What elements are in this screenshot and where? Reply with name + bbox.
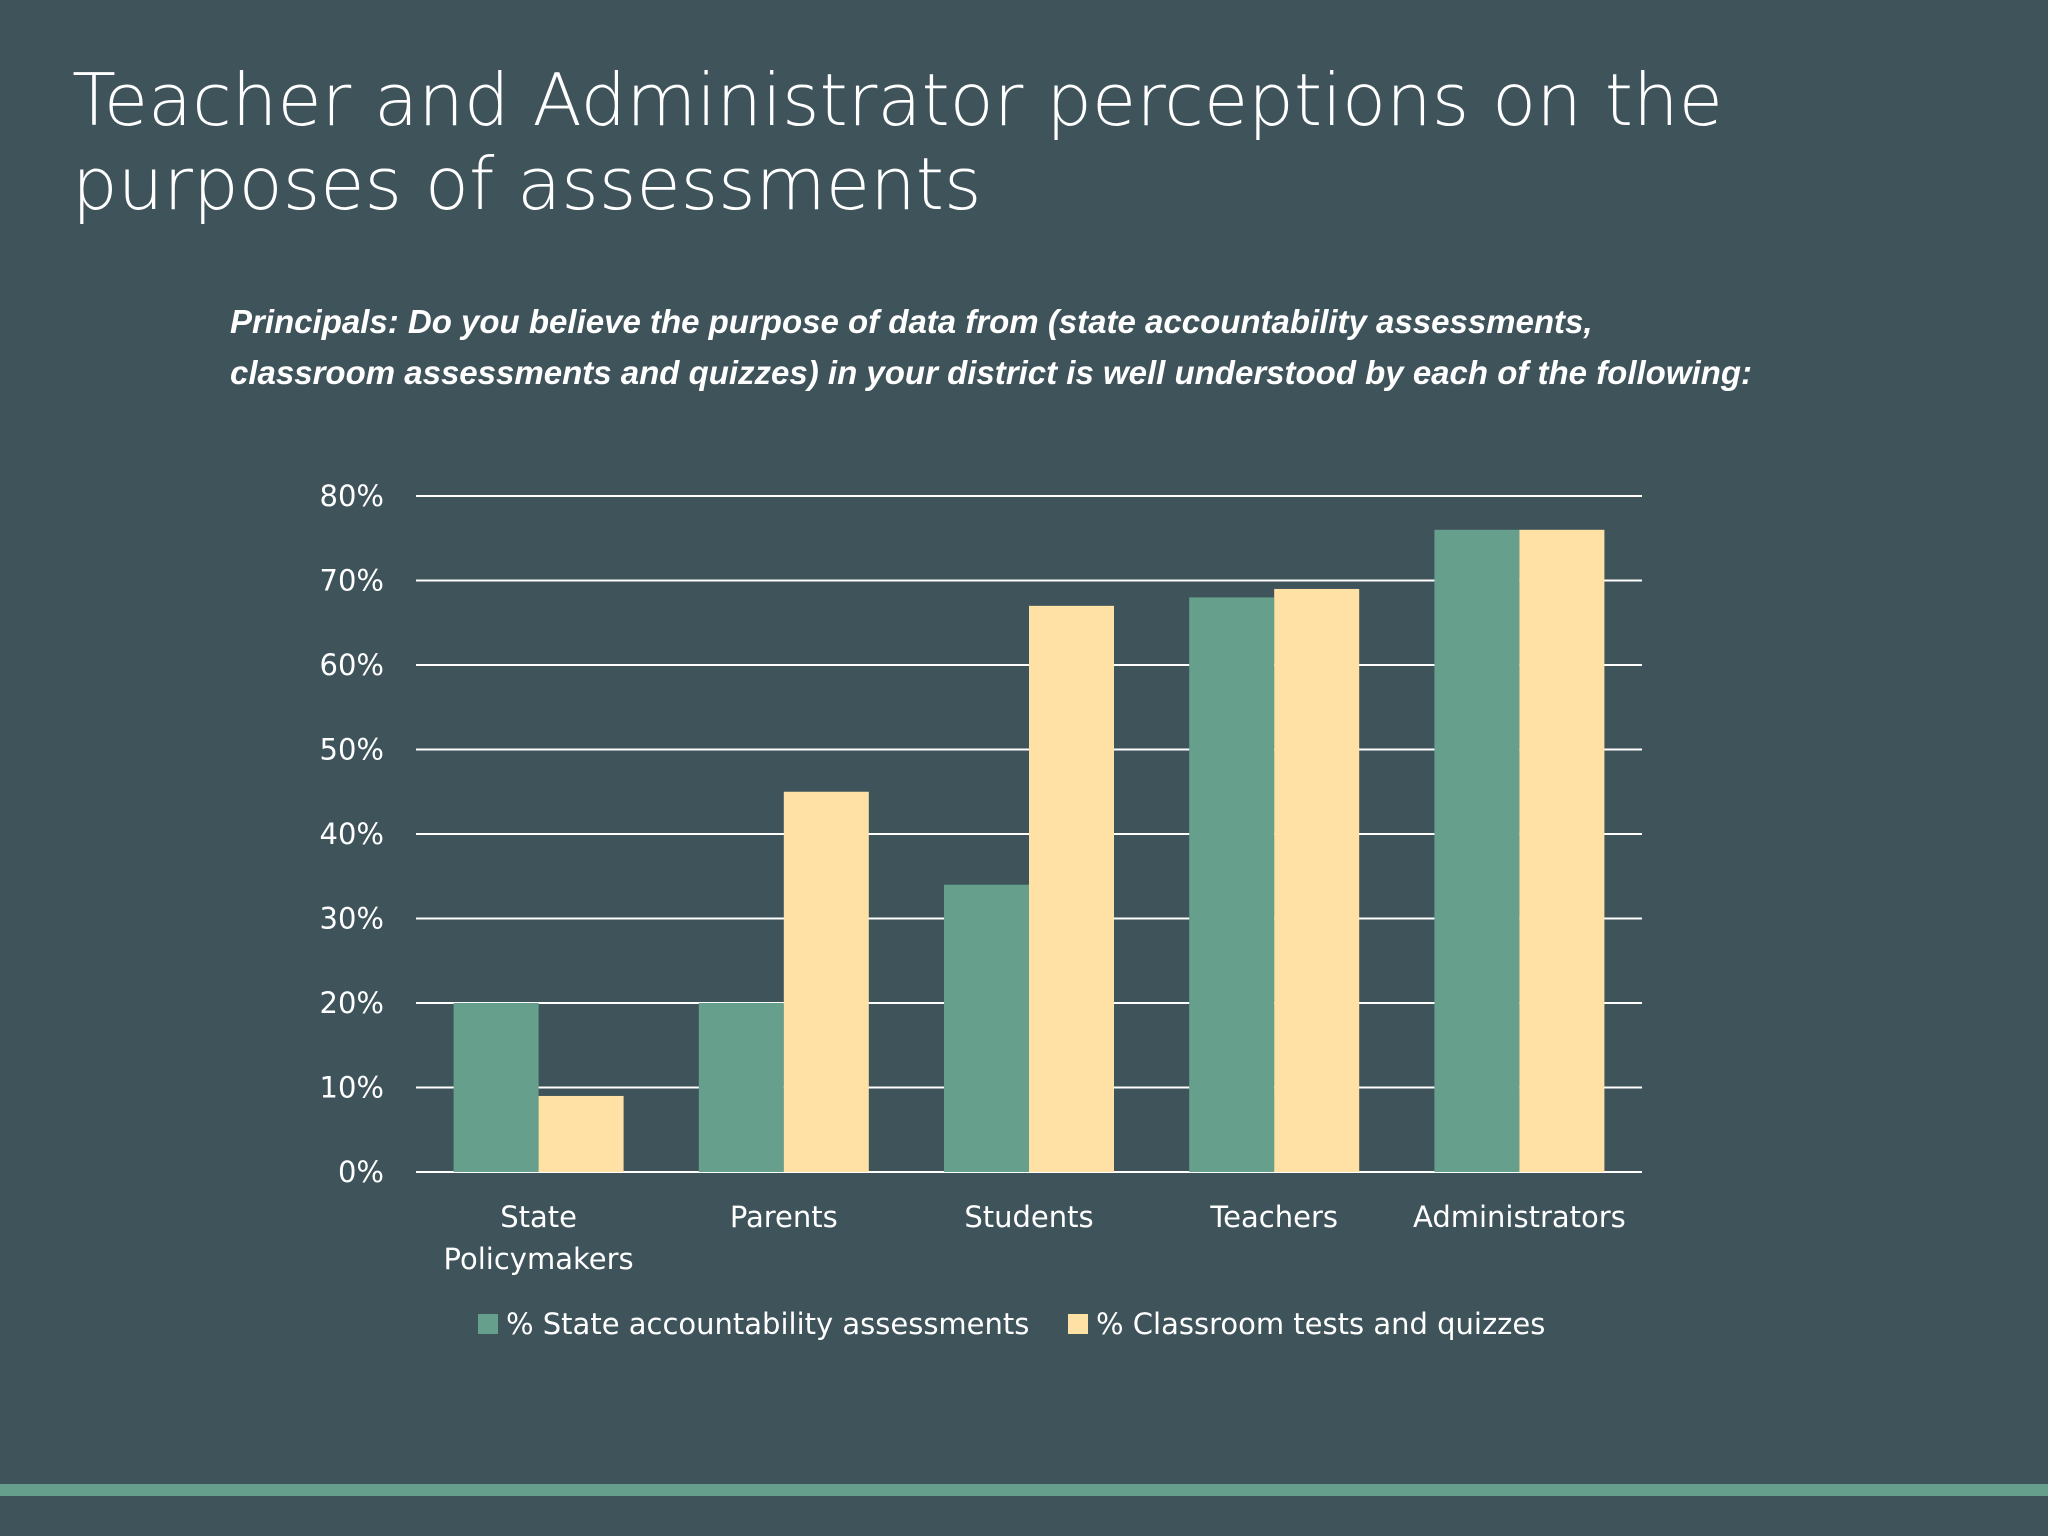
- y-tick-label: 40%: [320, 817, 384, 851]
- bar: [538, 1095, 624, 1172]
- bar: [944, 884, 1029, 1172]
- y-tick-label: 20%: [320, 986, 384, 1020]
- x-tick-label: Administrators: [1413, 1200, 1626, 1234]
- bar: [1189, 597, 1275, 1172]
- legend-label: % State accountability assessments: [506, 1307, 1029, 1341]
- bar: [698, 1003, 784, 1172]
- y-tick-label: 0%: [338, 1155, 384, 1189]
- bar-chart: 0% 10% 20% 30% 40% 50% 60% 70% 80% State Policyma…: [320, 479, 1642, 1341]
- bars: [453, 529, 1605, 1172]
- x-tick-label: Teachers: [1209, 1200, 1338, 1234]
- legend: % State accountability assessments % Clas…: [478, 1307, 1545, 1341]
- x-axis-ticks: State Policymakers Parents Students Teachers…: [444, 1200, 1626, 1276]
- bar: [783, 791, 869, 1172]
- legend-swatch: [1068, 1314, 1088, 1334]
- y-tick-label: 70%: [320, 564, 384, 598]
- slide-title: Teacher and Administrator perceptions on…: [72, 58, 1872, 226]
- bottom-accent-rule: [0, 1484, 2048, 1496]
- bar: [1029, 605, 1114, 1172]
- x-tick-label: Students: [964, 1200, 1093, 1234]
- bar: [1519, 529, 1605, 1172]
- bar: [453, 1003, 539, 1172]
- survey-question-line-1: Principals: Do you believe the purpose o…: [230, 303, 1593, 340]
- slide-title-line-1: Teacher and Administrator perceptions on…: [72, 58, 1723, 142]
- bar: [1434, 529, 1520, 1172]
- y-tick-label: 50%: [320, 733, 384, 767]
- y-tick-label: 30%: [320, 902, 384, 936]
- bar: [1274, 588, 1360, 1172]
- y-axis-ticks: 0% 10% 20% 30% 40% 50% 60% 70% 80%: [320, 479, 384, 1189]
- slide-title-line-2: purposes of assessments: [72, 142, 982, 226]
- survey-question: Principals: Do you believe the purpose o…: [230, 296, 1890, 398]
- y-tick-label: 10%: [320, 1071, 384, 1105]
- x-tick-label: Policymakers: [444, 1242, 634, 1276]
- y-tick-label: 80%: [320, 479, 384, 513]
- legend-swatch: [478, 1314, 498, 1334]
- survey-question-line-2: classroom assessments and quizzes) in yo…: [230, 354, 1752, 391]
- y-tick-label: 60%: [320, 648, 384, 682]
- legend-label: % Classroom tests and quizzes: [1096, 1307, 1545, 1341]
- x-tick-label: Parents: [730, 1200, 838, 1234]
- x-tick-label: State: [500, 1200, 577, 1234]
